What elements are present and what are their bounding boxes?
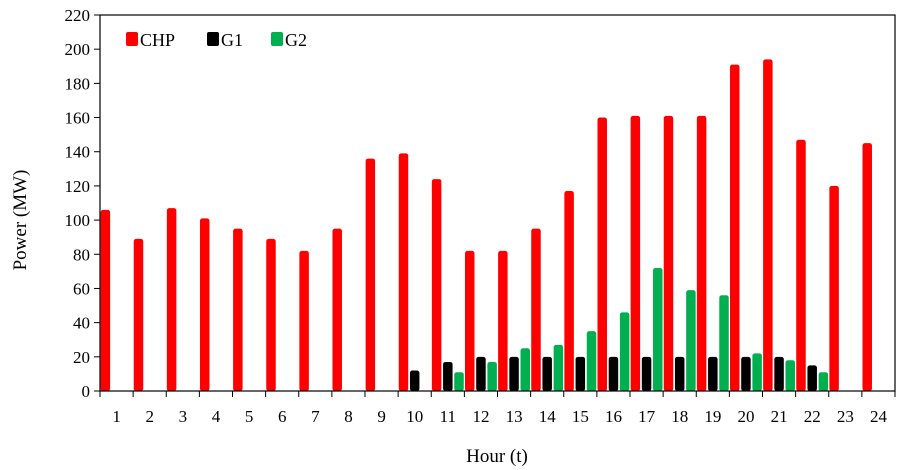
bar-chp (862, 143, 872, 391)
bar-chp (332, 228, 342, 391)
bar-g2 (752, 353, 762, 391)
x-tick-label: 4 (212, 407, 221, 426)
y-tick-label: 60 (73, 279, 90, 298)
y-tick-label: 160 (65, 109, 91, 128)
y-tick-label: 140 (65, 143, 91, 162)
bar-g2 (818, 372, 829, 391)
y-tick-label: 220 (65, 6, 91, 25)
legend-label-g2: G2 (285, 30, 307, 50)
x-tick-label: 3 (179, 407, 188, 426)
y-tick-label: 200 (65, 40, 91, 59)
bar-chp (233, 228, 243, 391)
y-tick-label: 120 (65, 177, 91, 196)
bar-chp (498, 250, 508, 391)
x-axis-title: Hour (t) (466, 446, 528, 467)
x-tick-label: 24 (870, 407, 888, 426)
bar-chp (166, 208, 177, 391)
bar-chp (696, 115, 707, 391)
bar-chp (564, 191, 574, 391)
bar-g1 (708, 356, 718, 391)
x-tick-label: 22 (804, 407, 821, 426)
bar-chp (133, 238, 144, 391)
bar-g2 (553, 344, 564, 391)
bar-g2 (719, 295, 729, 391)
x-tick-label: 9 (377, 407, 386, 426)
bar-chp (630, 115, 641, 391)
plot-frame (99, 14, 896, 392)
x-tick-label: 13 (506, 407, 523, 426)
y-tick-label: 80 (73, 245, 90, 264)
bar-g2 (520, 348, 531, 391)
x-tick-label: 11 (440, 407, 456, 426)
bar-chp (597, 117, 607, 391)
x-tick-label: 19 (704, 407, 721, 426)
bar-g1 (674, 356, 685, 391)
bar-chp (796, 139, 806, 391)
x-tick-label: 16 (605, 407, 622, 426)
bar-g1 (509, 356, 519, 391)
bar-chp (464, 250, 475, 391)
bar-g1 (443, 361, 453, 391)
bar-chp (829, 185, 839, 391)
legend-swatch-g1 (207, 32, 219, 46)
bar-g2 (686, 290, 696, 391)
bar-g1 (774, 356, 784, 391)
bar-g2 (785, 360, 796, 391)
y-tick-label: 40 (73, 314, 90, 333)
bars-group (100, 59, 872, 392)
bar-chp (199, 218, 210, 391)
x-tick-label: 23 (837, 407, 854, 426)
bar-g2 (586, 331, 597, 391)
bar-chp (531, 228, 541, 391)
bar-chp (365, 158, 376, 391)
y-tick-label: 100 (65, 211, 91, 230)
bar-g1 (542, 356, 552, 391)
bar-chp (398, 153, 409, 391)
bar-chp (431, 179, 442, 391)
y-tick-label: 0 (82, 382, 91, 401)
x-tick-label: 1 (112, 407, 121, 426)
bar-g2 (454, 372, 464, 391)
x-tick-label: 18 (671, 407, 688, 426)
x-tick-label: 21 (771, 407, 788, 426)
bar-chp (763, 59, 773, 391)
bar-chp (299, 250, 309, 391)
x-tick-label: 10 (406, 407, 423, 426)
bar-g1 (807, 365, 817, 391)
legend: CHP G1 G2 (126, 30, 307, 50)
bar-chp (266, 238, 276, 391)
bar-g1 (608, 356, 619, 391)
y-tick-label: 20 (73, 348, 90, 367)
bar-g2 (619, 312, 630, 391)
x-tick-label: 15 (572, 407, 589, 426)
legend-swatch-chp (126, 32, 138, 46)
bar-g1 (741, 356, 751, 391)
x-tick-label: 12 (472, 407, 489, 426)
bar-chp (100, 209, 111, 391)
x-tick-label: 5 (245, 407, 254, 426)
bar-g1 (476, 356, 486, 391)
y-axis-title: Power (MW) (10, 170, 31, 271)
bar-g1 (409, 370, 420, 391)
bar-g2 (653, 267, 663, 391)
y-tick-label: 180 (65, 74, 91, 93)
legend-label-chp: CHP (140, 30, 175, 50)
x-tick-label: 20 (737, 407, 754, 426)
x-tick-label: 17 (638, 407, 656, 426)
x-tick-label: 6 (278, 407, 287, 426)
x-tick-label: 14 (539, 407, 557, 426)
bar-g2 (487, 361, 497, 391)
x-tick-label: 8 (344, 407, 353, 426)
legend-swatch-g2 (271, 32, 283, 46)
bar-chp (663, 115, 674, 391)
bar-g1 (641, 356, 652, 391)
bar-g1 (575, 356, 586, 391)
x-tick-label: 2 (145, 407, 154, 426)
bar-chp (729, 64, 740, 392)
x-tick-label: 7 (311, 407, 320, 426)
legend-label-g1: G1 (221, 30, 243, 50)
